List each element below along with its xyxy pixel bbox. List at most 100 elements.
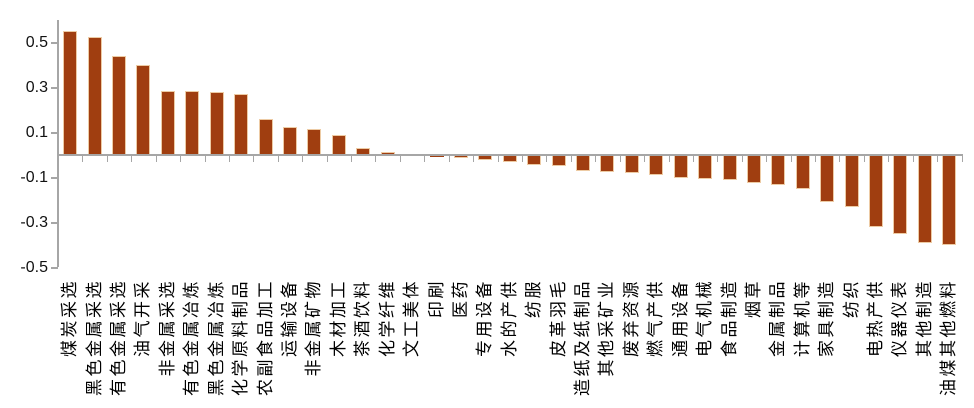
x-axis-tick (766, 155, 768, 162)
x-axis-tick (180, 155, 182, 162)
bar (307, 129, 322, 155)
x-axis-category-label: 纺服 (524, 279, 544, 318)
x-axis-tick (741, 155, 743, 162)
x-axis-tick (521, 155, 523, 162)
x-axis-category-label: 皮革羽毛 (548, 279, 568, 357)
x-axis-tick (546, 155, 548, 162)
x-axis-category-label: 废弃资源 (621, 279, 641, 357)
x-axis-category-label: 农副食品加工 (255, 279, 275, 396)
y-axis-tick (51, 131, 58, 134)
x-axis-tick (82, 155, 84, 162)
x-axis-tick (351, 155, 353, 162)
bar (234, 94, 249, 155)
x-axis-category-label: 金属制品 (768, 279, 788, 357)
x-axis-category-label: 家具制造 (817, 279, 837, 357)
y-axis-tick-label: 0.5 (25, 33, 48, 51)
x-axis-category-label: 水的产供 (499, 279, 519, 357)
y-axis-tick-label: -0.3 (20, 213, 48, 231)
bar (844, 155, 859, 207)
x-axis-tick (888, 155, 890, 162)
x-axis-tick (595, 155, 597, 162)
bar (160, 90, 175, 155)
x-axis-tick (863, 155, 865, 162)
x-axis-tick (131, 155, 133, 162)
bar (87, 36, 102, 155)
y-axis (57, 20, 59, 267)
x-axis-category-label: 油煤其他燃料 (939, 279, 959, 396)
y-axis-tick-label: 0.1 (25, 123, 48, 141)
x-axis-tick (668, 155, 670, 162)
y-axis-tick-label: -0.1 (20, 168, 48, 186)
x-axis-tick (448, 155, 450, 162)
x-axis-tick (473, 155, 475, 162)
bar (893, 155, 908, 234)
bar (551, 155, 566, 167)
x-axis-category-label: 化学原料制品 (231, 279, 251, 396)
bar (917, 155, 932, 243)
x-axis-category-label: 文工美体 (402, 279, 422, 357)
y-axis-tick (51, 41, 58, 44)
y-axis-tick (51, 266, 58, 269)
x-axis-category-label: 燃气产供 (646, 279, 666, 357)
x-axis-tick (570, 155, 572, 162)
x-axis-tick (375, 155, 377, 162)
bar (624, 155, 639, 173)
y-axis-tick-label: 0.3 (25, 78, 48, 96)
y-axis-tick (51, 176, 58, 179)
x-axis-tick (790, 155, 792, 162)
bar (209, 92, 224, 155)
x-axis-category-label: 印刷 (426, 279, 446, 318)
bar (136, 65, 151, 155)
x-axis-category-label: 有色金属采选 (109, 279, 129, 396)
x-axis-tick (155, 155, 157, 162)
x-axis-tick (253, 155, 255, 162)
x-axis-category-label: 医药 (450, 279, 470, 318)
x-axis-tick (839, 155, 841, 162)
x-axis-category-label: 电气机械 (695, 279, 715, 357)
x-axis-tick (717, 155, 719, 162)
bar (795, 155, 810, 189)
bar (576, 155, 591, 171)
bar (600, 155, 615, 172)
bar (527, 155, 542, 166)
bar (112, 56, 127, 155)
x-axis-tick (399, 155, 401, 162)
bar (942, 155, 957, 245)
bar (331, 134, 346, 155)
x-axis-tick (326, 155, 328, 162)
x-axis-category-label: 仪器仪表 (890, 279, 910, 357)
x-axis-category-label: 黑色金属采选 (84, 279, 104, 396)
bar (746, 155, 761, 184)
x-axis-tick (937, 155, 939, 162)
x-axis-tick (619, 155, 621, 162)
bar (869, 155, 884, 227)
bar (185, 90, 200, 155)
bar (820, 155, 835, 203)
x-axis-category-label: 电热产供 (866, 279, 886, 357)
bar (649, 155, 664, 176)
x-axis-category-label: 烟草 (743, 279, 763, 318)
x-axis-category-label: 有色金属冶炼 (182, 279, 202, 396)
x-axis-tick (204, 155, 206, 162)
x-axis-tick (302, 155, 304, 162)
x-axis-category-label: 油气开采 (133, 279, 153, 357)
x-axis-tick (228, 155, 230, 162)
x-axis-category-label: 其他采矿业 (597, 279, 617, 377)
bar (722, 155, 737, 180)
x-axis-category-label: 木材加工 (328, 279, 348, 357)
bar (673, 155, 688, 178)
bar (258, 119, 273, 155)
x-axis-tick (497, 155, 499, 162)
x-axis-tick (644, 155, 646, 162)
x-axis-tick (961, 155, 963, 162)
y-axis-tick (51, 221, 58, 224)
x-axis-category-label: 计算机等 (792, 279, 812, 357)
x-axis-category-label: 茶酒饮料 (353, 279, 373, 357)
x-axis-category-label: 黑色金属冶炼 (206, 279, 226, 396)
bar (771, 155, 786, 186)
y-axis-tick (51, 86, 58, 89)
y-axis-tick-label: -0.5 (20, 258, 48, 276)
x-axis-category-label: 其他制造 (914, 279, 934, 357)
x-axis-category-label: 化学纤维 (377, 279, 397, 357)
